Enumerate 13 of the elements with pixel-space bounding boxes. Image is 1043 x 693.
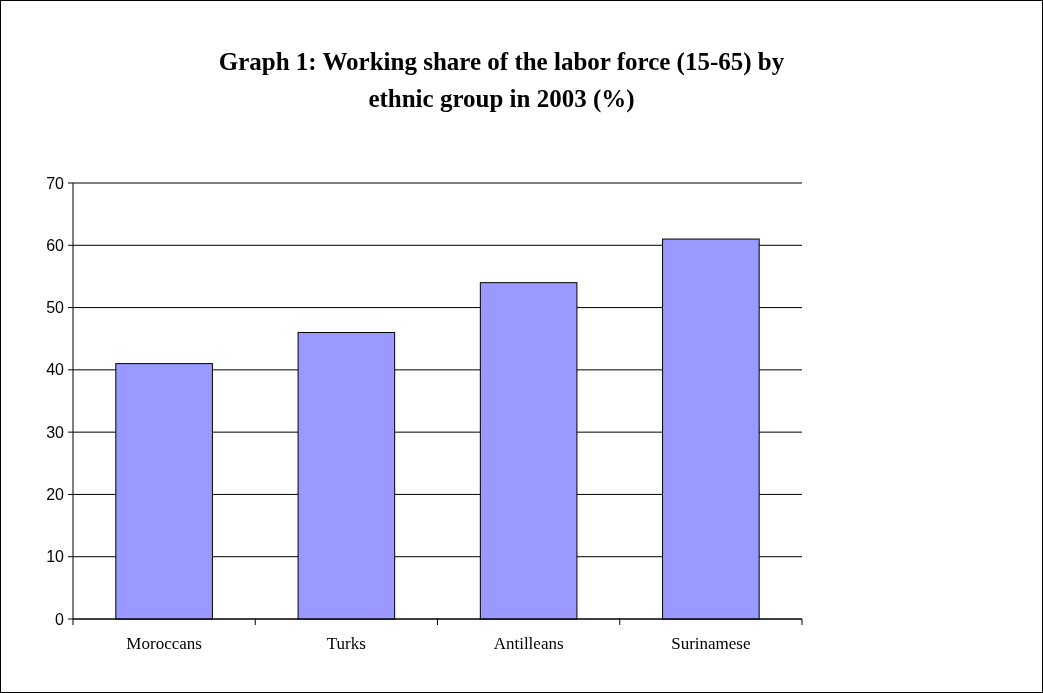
y-tick-label: 10 (46, 548, 65, 566)
x-tick-label: Moroccans (126, 634, 202, 653)
x-tick-label: Surinamese (671, 634, 751, 653)
x-tick-label: Antilleans (493, 634, 564, 653)
y-tick-label: 50 (46, 299, 65, 317)
y-tick-label: 0 (55, 610, 65, 628)
y-tick-label: 40 (46, 361, 65, 379)
chart-title: Graph 1: Working share of the labor force (15-65) by ethnic group in 2003 (%) (218, 48, 785, 113)
y-tick-label: 30 (46, 423, 65, 441)
x-tick-label: Turks (326, 634, 366, 653)
y-tick-label: 70 (46, 174, 65, 192)
y-tick-label: 20 (46, 486, 65, 504)
y-tick-label: 60 (46, 236, 65, 254)
